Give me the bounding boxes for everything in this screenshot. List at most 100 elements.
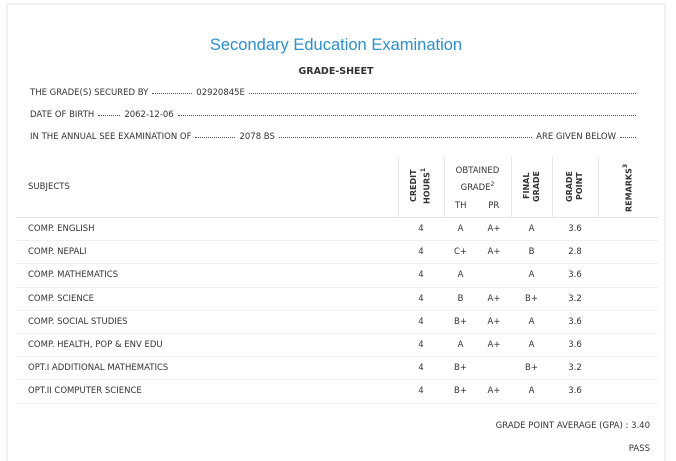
subject: OPT.II COMPUTER SCIENCE bbox=[16, 379, 398, 404]
header-row: TH PR bbox=[16, 195, 658, 218]
col-remarks: REMARKS3 bbox=[597, 157, 658, 218]
credit-hours: 4 bbox=[398, 356, 444, 381]
subject: COMP. NEPALI bbox=[16, 240, 398, 265]
final-grade: A bbox=[511, 379, 552, 404]
info-row: DATE OF BIRTH 2062-12-06 bbox=[30, 110, 640, 120]
remarks bbox=[598, 217, 658, 242]
subject: OPT.I ADDITIONAL MATHEMATICS bbox=[16, 356, 398, 381]
credit-hours: 4 bbox=[398, 240, 444, 265]
final-grade: A bbox=[511, 333, 552, 358]
grade-pr: A+ bbox=[477, 287, 511, 311]
grade-pr bbox=[477, 356, 511, 381]
remarks bbox=[598, 240, 658, 265]
remarks bbox=[598, 310, 658, 334]
grade-th: A bbox=[444, 217, 477, 242]
grade-th: A bbox=[444, 333, 477, 358]
footnote: 1 bbox=[420, 167, 428, 172]
grade-pr: A+ bbox=[477, 379, 511, 404]
subject: COMP. HEALTH, POP & ENV EDU bbox=[16, 333, 398, 358]
leader bbox=[195, 137, 236, 138]
leader bbox=[248, 93, 636, 94]
footnote: 2 bbox=[490, 181, 495, 189]
remarks bbox=[598, 379, 658, 404]
credit-hours: 4 bbox=[398, 217, 444, 242]
title: Secondary Education Examination bbox=[209, 36, 463, 54]
leader bbox=[152, 93, 193, 94]
credit-hours: 4 bbox=[398, 287, 444, 311]
credit-hours: 4 bbox=[398, 310, 444, 334]
info-value: 02920845E bbox=[196, 88, 245, 98]
info-label: IN THE ANNUAL SEE EXAMINATION OF bbox=[30, 132, 192, 142]
grade-point: 3.6 bbox=[552, 217, 598, 242]
grade-point: 3.6 bbox=[552, 333, 598, 358]
subject-row: COMP. MATHEMATICS 4 A A 3.6 bbox=[16, 263, 658, 288]
vertical-label: GRADE POINT bbox=[565, 169, 584, 202]
grade-pr: A+ bbox=[477, 217, 511, 242]
credit-hours: 4 bbox=[398, 333, 444, 358]
col-obtained: OBTAINED GRADE2 bbox=[443, 157, 511, 195]
subject-row: COMP. NEPALI 4 C+ A+ B 2.8 bbox=[16, 240, 658, 265]
col-final: FINAL GRADE bbox=[510, 157, 552, 218]
grade-pr: A+ bbox=[477, 310, 511, 334]
vertical-label: CREDIT HOURS1 bbox=[409, 164, 433, 208]
col-pr: PR bbox=[488, 201, 500, 211]
grade-th: C+ bbox=[444, 240, 477, 265]
subject: COMP. ENGLISH bbox=[16, 217, 398, 242]
subject-row: OPT.I ADDITIONAL MATHEMATICS 4 B+ B+ 3.2 bbox=[16, 356, 658, 381]
final-grade: B+ bbox=[511, 356, 552, 381]
gpa: GRADE POINT AVERAGE (GPA) : 3.40 bbox=[496, 421, 650, 431]
leader bbox=[278, 137, 533, 138]
info-row: THE GRADE(S) SECURED BY 02920845E bbox=[30, 88, 640, 98]
info-label: DATE OF BIRTH bbox=[30, 110, 95, 120]
final-grade: B bbox=[511, 240, 552, 265]
info-value: 2062-12-06 bbox=[124, 110, 174, 120]
grade-th: B+ bbox=[444, 310, 477, 334]
table-header: SUBJECTS CREDIT HOURS1 OBTAINED GRADE2 F… bbox=[16, 157, 658, 218]
grade-th: B+ bbox=[444, 356, 477, 381]
col-th: TH bbox=[443, 195, 477, 218]
subject-row: COMP. HEALTH, POP & ENV EDU 4 A A+ A 3.6 bbox=[16, 333, 658, 358]
remarks bbox=[598, 287, 658, 311]
subject: COMP. SOCIAL STUDIES bbox=[16, 310, 398, 334]
credit-hours: 4 bbox=[398, 379, 444, 404]
grade-point: 3.6 bbox=[552, 263, 598, 288]
grade-pr bbox=[477, 263, 511, 288]
label: CREDIT HOURS bbox=[409, 169, 432, 204]
leader bbox=[177, 115, 636, 116]
col-subjects: SUBJECTS bbox=[28, 182, 70, 192]
grade-pr: A+ bbox=[477, 240, 511, 265]
final-grade: B+ bbox=[511, 287, 552, 311]
grade-point: 3.6 bbox=[552, 310, 598, 334]
grade-sheet: Secondary Education Examination GRADE-SH… bbox=[8, 5, 664, 461]
subject: COMP. SCIENCE bbox=[16, 287, 398, 311]
gpa-label: GRADE POINT AVERAGE (GPA) : bbox=[495, 421, 629, 431]
label: OBTAINED GRADE bbox=[455, 166, 500, 193]
subject: COMP. MATHEMATICS bbox=[16, 263, 398, 288]
grade-point: 3.2 bbox=[552, 287, 598, 311]
grade-table: SUBJECTS CREDIT HOURS1 OBTAINED GRADE2 F… bbox=[16, 157, 658, 404]
info-row: IN THE ANNUAL SEE EXAMINATION OF 2078 BS… bbox=[30, 132, 640, 142]
footnote: 3 bbox=[622, 163, 630, 169]
credit-hours: 4 bbox=[398, 263, 444, 288]
grade-point: 3.6 bbox=[552, 379, 598, 404]
leader bbox=[98, 115, 121, 116]
grade-th: B+ bbox=[444, 379, 477, 404]
grade-point: 3.2 bbox=[552, 356, 598, 381]
subject-row: OPT.II COMPUTER SCIENCE 4 B+ A+ A 3.6 bbox=[16, 379, 658, 404]
remarks bbox=[598, 263, 658, 288]
col-grade-point: GRADE POINT bbox=[551, 157, 598, 218]
final-grade: A bbox=[511, 310, 552, 334]
col-credit: CREDIT HOURS1 bbox=[397, 157, 444, 218]
final-grade: A bbox=[511, 217, 552, 242]
subject-row: COMP. ENGLISH 4 A A+ A 3.6 bbox=[16, 217, 658, 242]
info-suffix: ARE GIVEN BELOW bbox=[536, 132, 616, 142]
grade-pr: A+ bbox=[477, 333, 511, 358]
subject-row: COMP. SCIENCE 4 B A+ B+ 3.2 bbox=[16, 287, 658, 311]
subject-row: COMP. SOCIAL STUDIES 4 B+ A+ A 3.6 bbox=[16, 310, 658, 334]
subtitle: GRADE-SHEET bbox=[298, 66, 374, 77]
info-value: 2078 BS bbox=[239, 132, 275, 142]
label: REMARKS bbox=[625, 168, 635, 213]
table-body: COMP. ENGLISH 4 A A+ A 3.6 COMP. NEPALI 4 C+ A+ B 2… bbox=[16, 217, 658, 404]
grade-th: A bbox=[444, 263, 477, 288]
